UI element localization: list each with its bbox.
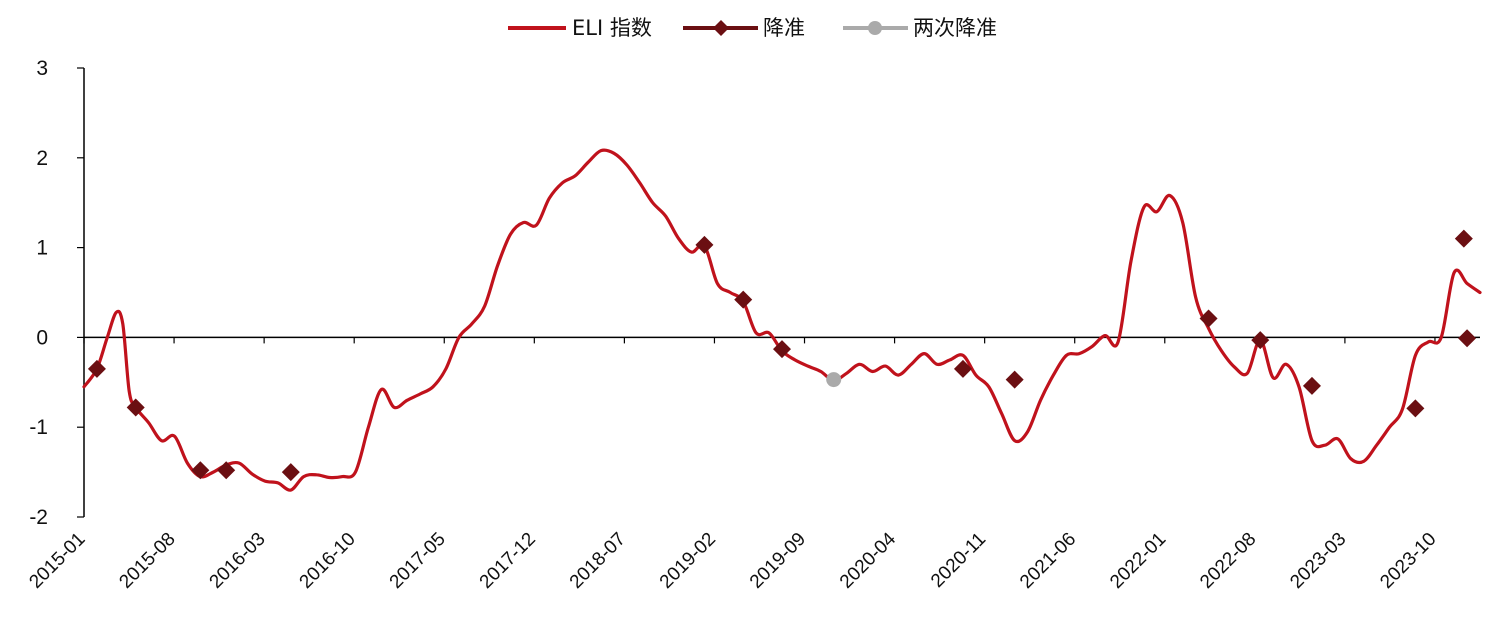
rrr-cut-marker	[217, 461, 236, 480]
x-tick-label: 2023-10	[1376, 529, 1440, 593]
x-tick-label: 2016-10	[296, 529, 360, 593]
rrr-cut-marker	[87, 359, 106, 378]
legend: ELI 指数 降准 两次降准	[508, 16, 997, 40]
legend-circle-icon	[868, 21, 882, 35]
rrr-cut-marker	[734, 290, 753, 309]
rrr-cut-marker	[1454, 229, 1473, 248]
x-tick-label: 2022-08	[1196, 529, 1260, 593]
x-tick-label: 2023-03	[1286, 529, 1350, 593]
y-tick-label: 1	[36, 237, 48, 260]
rrr-cut-marker	[281, 463, 300, 482]
rrr-cut-marker	[1302, 376, 1321, 395]
rrr-cut-marker	[1199, 309, 1218, 328]
x-tick-label: 2016-03	[206, 529, 270, 593]
rrr-cut-marker	[1005, 370, 1024, 389]
legend-item-rrr-cut: 降准	[683, 16, 805, 40]
x-tick-label: 2015-01	[25, 529, 89, 593]
legend-label-double-rrr-cut: 两次降准	[913, 16, 997, 40]
legend-diamond-icon	[713, 20, 729, 36]
x-tick-label: 2019-09	[746, 529, 810, 593]
legend-item-eli-index: ELI 指数	[508, 16, 652, 40]
y-tick-label: 2	[36, 147, 48, 170]
x-tick-label: 2021-06	[1016, 529, 1080, 593]
legend-item-double-rrr-cut: 两次降准	[843, 16, 997, 40]
y-tick-label: 0	[36, 326, 48, 349]
y-tick-label: 3	[36, 57, 48, 80]
x-tick-label: 2020-11	[927, 529, 990, 592]
series-line-eli-index	[82, 148, 1482, 492]
series-layer	[82, 148, 1482, 492]
x-tick-label: 2022-01	[1106, 529, 1170, 593]
x-tick-label: 2019-02	[656, 529, 720, 593]
y-tick-label: -2	[29, 506, 48, 529]
rrr-cut-marker	[773, 340, 791, 359]
legend-label-rrr-cut: 降准	[763, 16, 805, 40]
x-tick-label: 2017-05	[386, 529, 450, 593]
x-tick-label: 2020-04	[836, 528, 900, 592]
rrr-cut-marker	[1251, 331, 1270, 350]
markers-layer	[87, 229, 1477, 482]
x-tick-label: 2018-07	[566, 529, 630, 593]
rrr-cut-marker	[1458, 329, 1477, 348]
y-tick-label: -1	[29, 416, 48, 439]
rrr-cut-marker	[191, 461, 210, 480]
legend-label-eli-index: ELI 指数	[572, 16, 652, 40]
x-tick-label: 2015-08	[115, 529, 179, 593]
rrr-cut-marker	[695, 235, 714, 254]
x-tick-label: 2017-12	[476, 529, 540, 593]
rrr-cut-marker	[126, 398, 145, 417]
rrr-cut-marker	[1406, 399, 1425, 418]
rrr-cut-marker	[953, 359, 972, 378]
double-rrr-cut-marker	[826, 372, 842, 388]
